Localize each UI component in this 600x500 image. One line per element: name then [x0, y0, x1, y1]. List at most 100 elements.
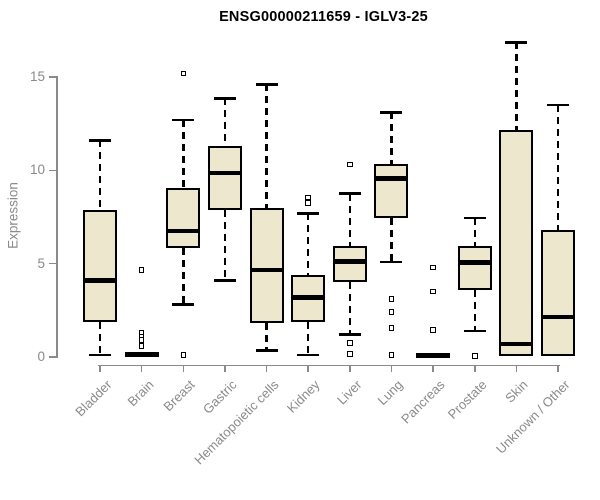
median-brain	[124, 352, 159, 358]
outlier-point-lung	[388, 296, 395, 302]
box-bladder	[83, 209, 117, 322]
upper-whisker-cap-liver	[338, 192, 361, 195]
outlier-point-lung	[388, 325, 395, 331]
upper-whisker-cap-gastric	[213, 97, 236, 100]
lower-whisker-gastric	[223, 210, 227, 281]
box-gastric	[207, 146, 242, 211]
upper-whisker-breast	[182, 119, 185, 189]
x-tick	[99, 365, 101, 372]
outlier-point-prostate	[472, 353, 478, 359]
x-tick	[557, 365, 559, 372]
lower-whisker-cap-hematopoietic-cells	[255, 349, 278, 352]
outlier-point-lung	[388, 352, 395, 358]
box-liver	[332, 245, 367, 283]
outlier-point-brain	[138, 343, 145, 349]
chart-title: ENSG00000211659 - IGLV3-25	[219, 9, 428, 25]
outlier-point-brain	[138, 267, 145, 273]
median-gastric	[207, 170, 242, 176]
lower-whisker-cap-bladder	[89, 353, 111, 357]
outlier-point-breast	[180, 352, 187, 358]
outlier-point-pancreas	[430, 264, 436, 271]
upper-whisker-skin	[515, 42, 518, 131]
upper-whisker-cap-hematopoietic-cells	[255, 83, 278, 86]
median-skin	[499, 341, 534, 347]
x-tick	[182, 365, 185, 372]
lower-whisker-cap-lung	[380, 260, 403, 264]
median-bladder	[83, 278, 117, 283]
x-tick	[474, 365, 476, 372]
median-breast	[166, 228, 201, 234]
y-tick	[48, 356, 57, 358]
x-tick	[265, 365, 268, 372]
x-tick	[390, 365, 393, 372]
outlier-point-breast	[180, 70, 187, 76]
upper-whisker-kidney	[306, 213, 310, 275]
outlier-point-kidney	[305, 194, 311, 201]
lower-whisker-liver	[348, 282, 352, 335]
box-unknown-other	[541, 230, 576, 357]
upper-whisker-cap-unknown-other	[547, 103, 570, 107]
median-kidney	[291, 294, 326, 300]
outlier-point-pancreas	[430, 327, 436, 333]
upper-whisker-cap-bladder	[89, 139, 111, 142]
median-pancreas	[416, 352, 451, 358]
upper-whisker-lung	[390, 112, 393, 164]
lower-whisker-bladder	[98, 321, 102, 356]
y-tick-label: 10	[29, 162, 45, 178]
median-unknown-other	[541, 314, 576, 320]
upper-whisker-cap-lung	[380, 111, 403, 114]
box-breast	[166, 188, 201, 248]
x-tick	[140, 365, 143, 372]
y-axis-line	[56, 76, 58, 358]
upper-whisker-cap-skin	[505, 41, 528, 44]
lower-whisker-hematopoietic-cells	[265, 323, 268, 351]
upper-whisker-gastric	[223, 98, 227, 147]
lower-whisker-breast	[182, 247, 185, 305]
outlier-point-liver	[347, 161, 353, 168]
outlier-point-lung	[388, 309, 395, 315]
median-hematopoietic-cells	[249, 267, 284, 273]
y-tick	[48, 76, 57, 78]
upper-whisker-cap-kidney	[297, 212, 320, 215]
upper-whisker-bladder	[98, 140, 102, 210]
lower-whisker-cap-gastric	[213, 279, 236, 282]
upper-whisker-cap-breast	[172, 118, 195, 122]
median-liver	[332, 259, 367, 265]
outlier-point-kidney	[305, 200, 311, 206]
lower-whisker-cap-prostate	[463, 329, 486, 333]
upper-whisker-cap-prostate	[463, 216, 486, 220]
lower-whisker-kidney	[306, 321, 310, 356]
outlier-point-liver	[347, 340, 353, 346]
outlier-point-pancreas	[430, 288, 436, 295]
median-prostate	[457, 260, 492, 266]
box-prostate	[457, 245, 492, 290]
x-tick	[349, 365, 351, 372]
box-hematopoietic-cells	[249, 207, 284, 324]
x-axis-line	[98, 364, 561, 366]
lower-whisker-lung	[390, 217, 393, 262]
outlier-point-brain	[138, 337, 145, 343]
lower-whisker-cap-liver	[338, 333, 361, 336]
lower-whisker-cap-kidney	[297, 353, 320, 357]
lower-whisker-cap-breast	[172, 303, 195, 306]
x-tick	[515, 365, 518, 372]
x-tick	[432, 365, 434, 372]
x-tick	[224, 365, 226, 372]
outlier-point-liver	[347, 351, 353, 357]
upper-whisker-hematopoietic-cells	[265, 84, 268, 208]
upper-whisker-prostate	[473, 217, 476, 246]
x-tick	[307, 365, 309, 372]
upper-whisker-unknown-other	[556, 104, 560, 231]
upper-whisker-liver	[348, 193, 352, 246]
box-lung	[374, 163, 409, 218]
lower-whisker-prostate	[473, 289, 476, 331]
box-skin	[499, 130, 534, 357]
y-tick-label: 15	[29, 68, 45, 84]
y-tick	[48, 169, 57, 172]
median-lung	[374, 176, 409, 182]
y-tick	[48, 262, 57, 265]
y-tick-label: 5	[37, 255, 45, 271]
y-tick-label: 0	[37, 349, 45, 364]
